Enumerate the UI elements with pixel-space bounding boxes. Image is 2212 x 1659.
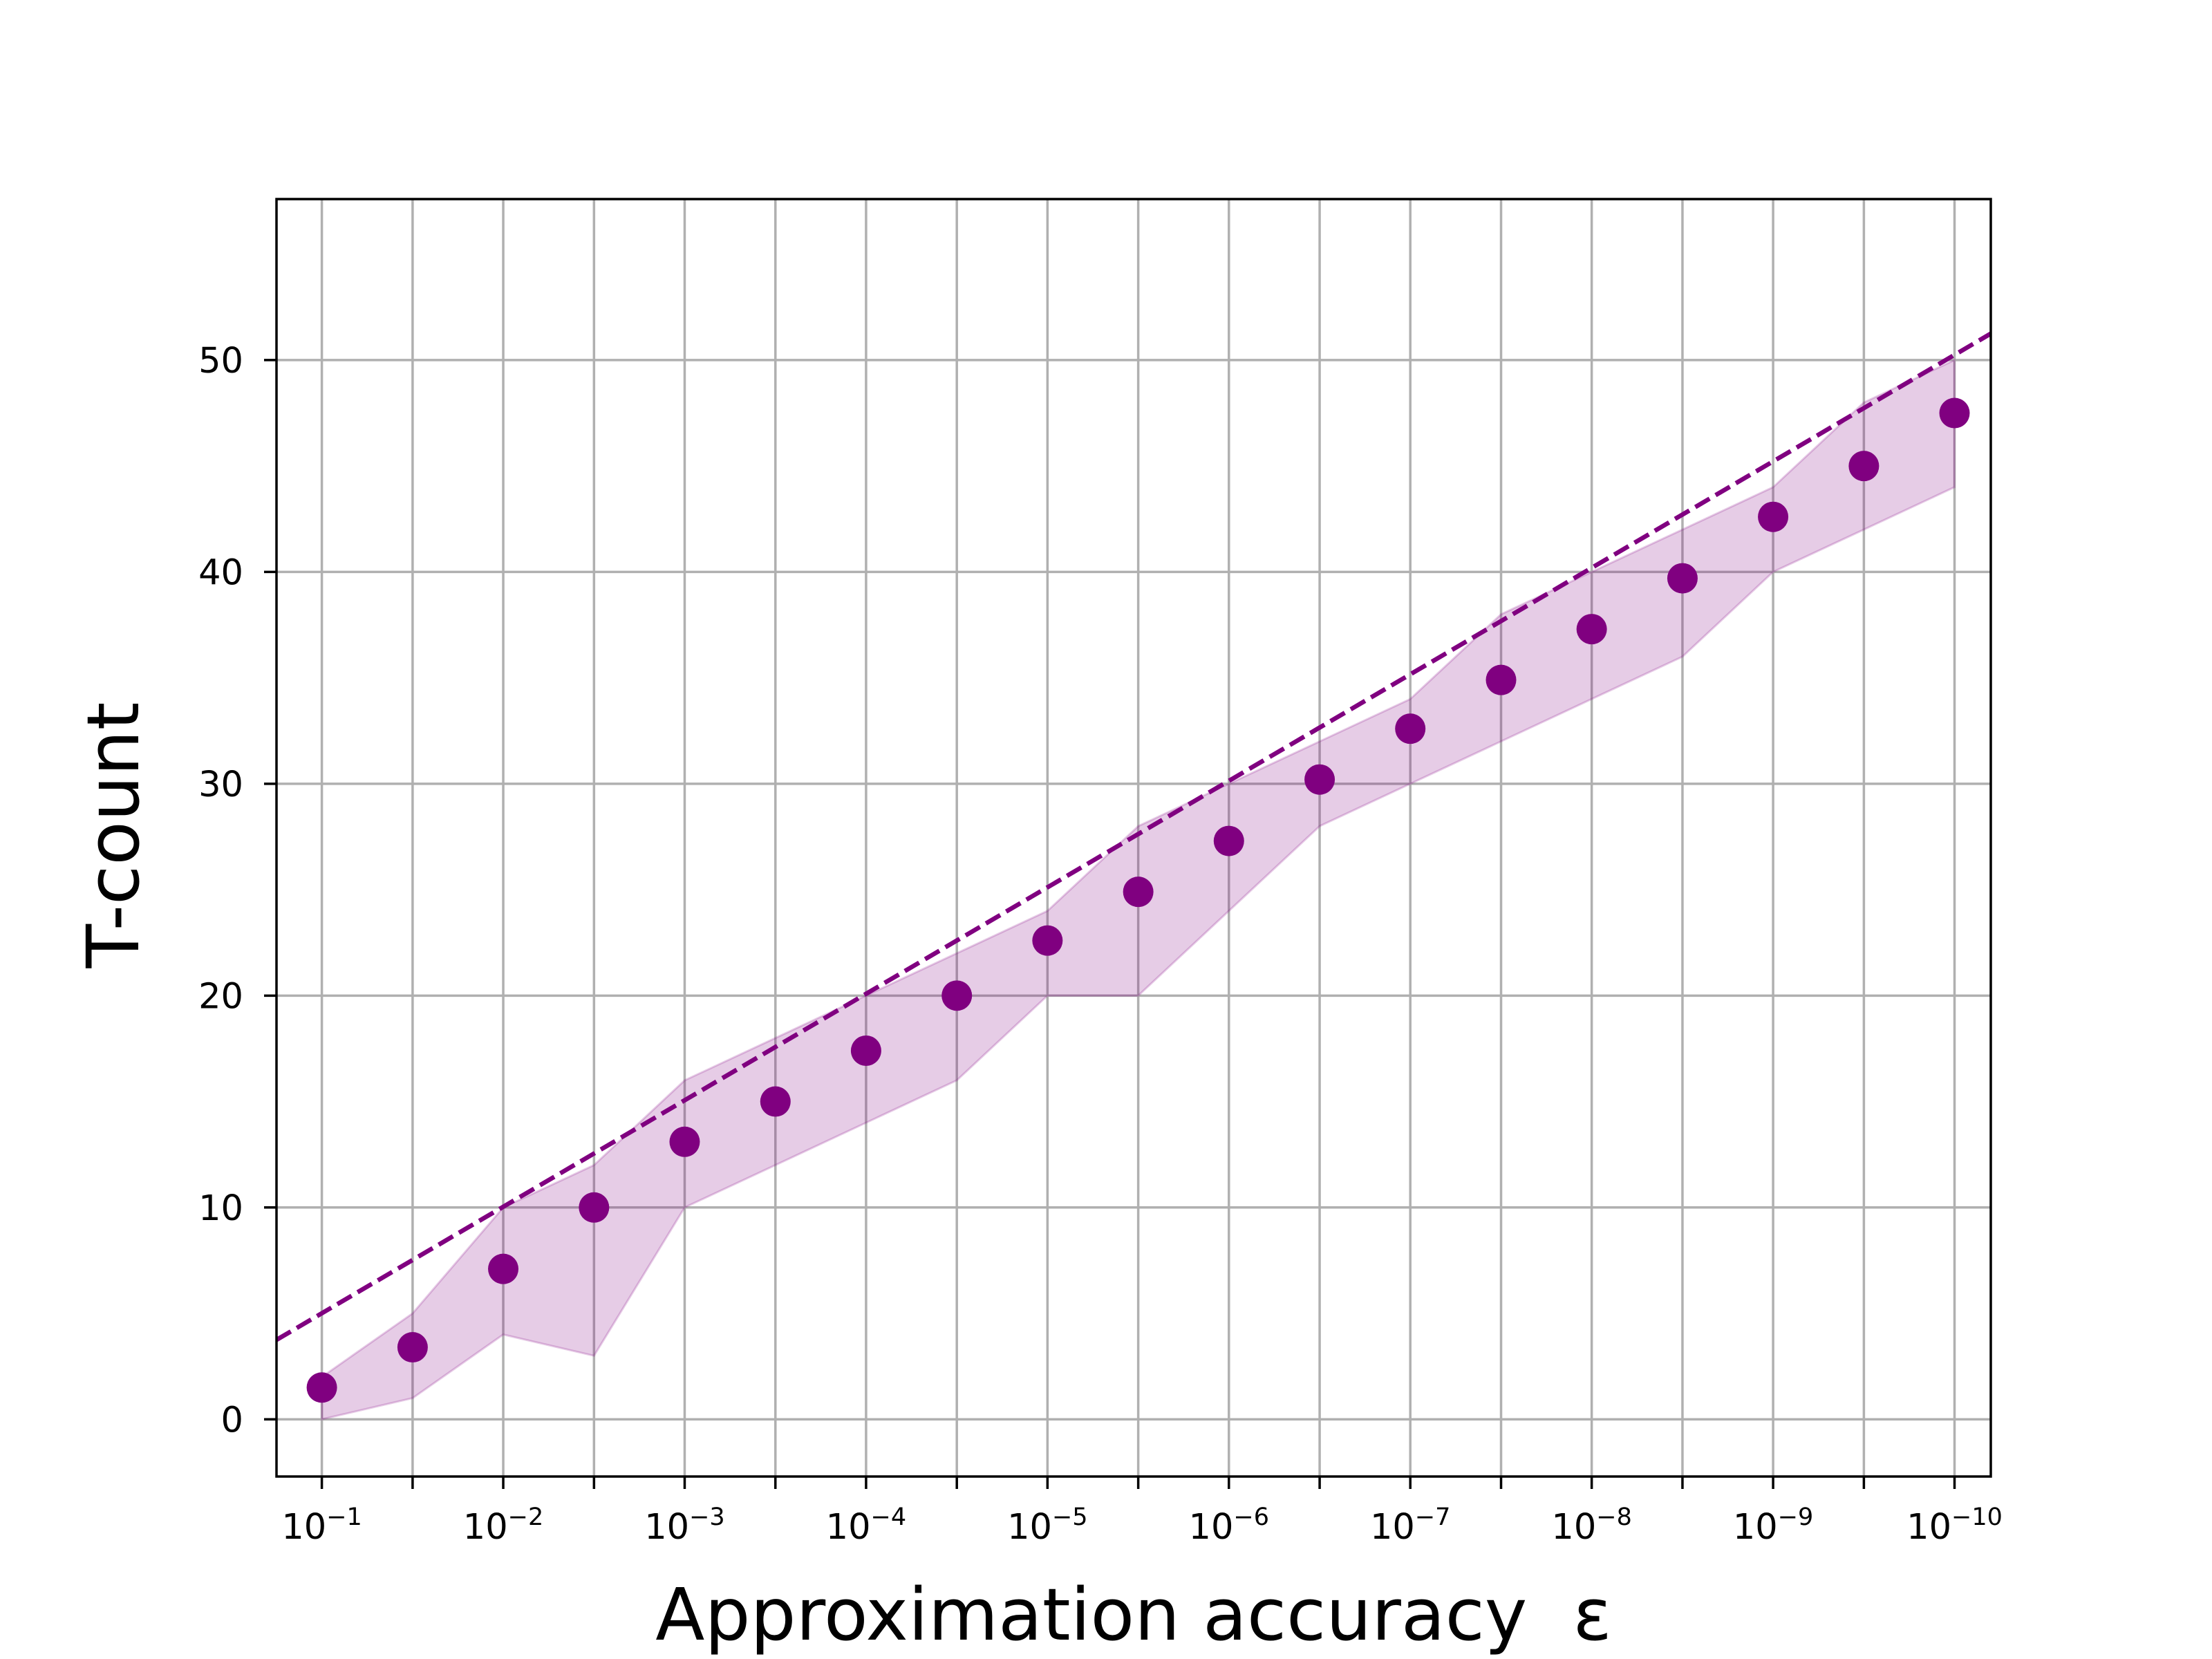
data-points bbox=[306, 397, 1970, 1403]
data-point bbox=[1304, 764, 1335, 795]
data-point bbox=[1032, 925, 1063, 956]
x-tick-label: 10−6 bbox=[1189, 1503, 1270, 1548]
y-tick-label: 0 bbox=[221, 1400, 243, 1441]
y-tick-label: 10 bbox=[198, 1188, 243, 1229]
data-point bbox=[941, 980, 973, 1011]
x-tick-label: 10−2 bbox=[463, 1503, 544, 1548]
y-tick-label: 50 bbox=[198, 341, 243, 382]
data-point bbox=[1576, 614, 1607, 645]
x-tick-label: 10−8 bbox=[1551, 1503, 1632, 1548]
x-tick-label: 10−9 bbox=[1733, 1503, 1814, 1548]
data-point bbox=[760, 1086, 791, 1117]
y-tick-label: 20 bbox=[198, 976, 243, 1017]
data-point bbox=[1848, 451, 1880, 482]
data-point bbox=[488, 1253, 519, 1284]
data-point bbox=[1213, 825, 1244, 856]
y-tick-label: 40 bbox=[198, 552, 243, 593]
data-point bbox=[579, 1192, 610, 1223]
x-tick-label: 10−7 bbox=[1370, 1503, 1451, 1548]
x-tick-label: 10−3 bbox=[644, 1503, 725, 1548]
y-axis-ticks: 0 10 20 30 40 50 bbox=[198, 341, 276, 1441]
x-tick-label: 10−10 bbox=[1906, 1503, 2003, 1548]
data-point bbox=[1939, 397, 1970, 429]
data-point bbox=[850, 1035, 881, 1066]
y-axis-label: T-count bbox=[71, 702, 156, 969]
data-point bbox=[669, 1126, 700, 1157]
x-axis-label: Approximation accuracy ε bbox=[655, 1573, 1611, 1657]
data-point bbox=[1667, 563, 1698, 594]
plot-frame bbox=[275, 198, 1992, 1478]
x-tick-label: 10−5 bbox=[1007, 1503, 1088, 1548]
data-point bbox=[1395, 713, 1426, 744]
data-point bbox=[306, 1372, 337, 1403]
data-point bbox=[1485, 664, 1517, 695]
grid bbox=[276, 199, 1991, 1477]
x-tick-label: 10−4 bbox=[826, 1503, 907, 1548]
data-point bbox=[1123, 877, 1154, 908]
data-point bbox=[397, 1332, 428, 1363]
reference-line bbox=[276, 331, 1991, 1342]
x-tick-label: 10−1 bbox=[281, 1503, 362, 1548]
x-axis-ticks: 10−1 10−2 10−3 10−4 10−5 10−6 10−7 10−8 10−9 10−1… bbox=[281, 1477, 2003, 1548]
y-tick-label: 30 bbox=[198, 765, 243, 805]
reference-line-layer bbox=[276, 331, 1991, 1342]
data-point bbox=[1758, 501, 1789, 532]
